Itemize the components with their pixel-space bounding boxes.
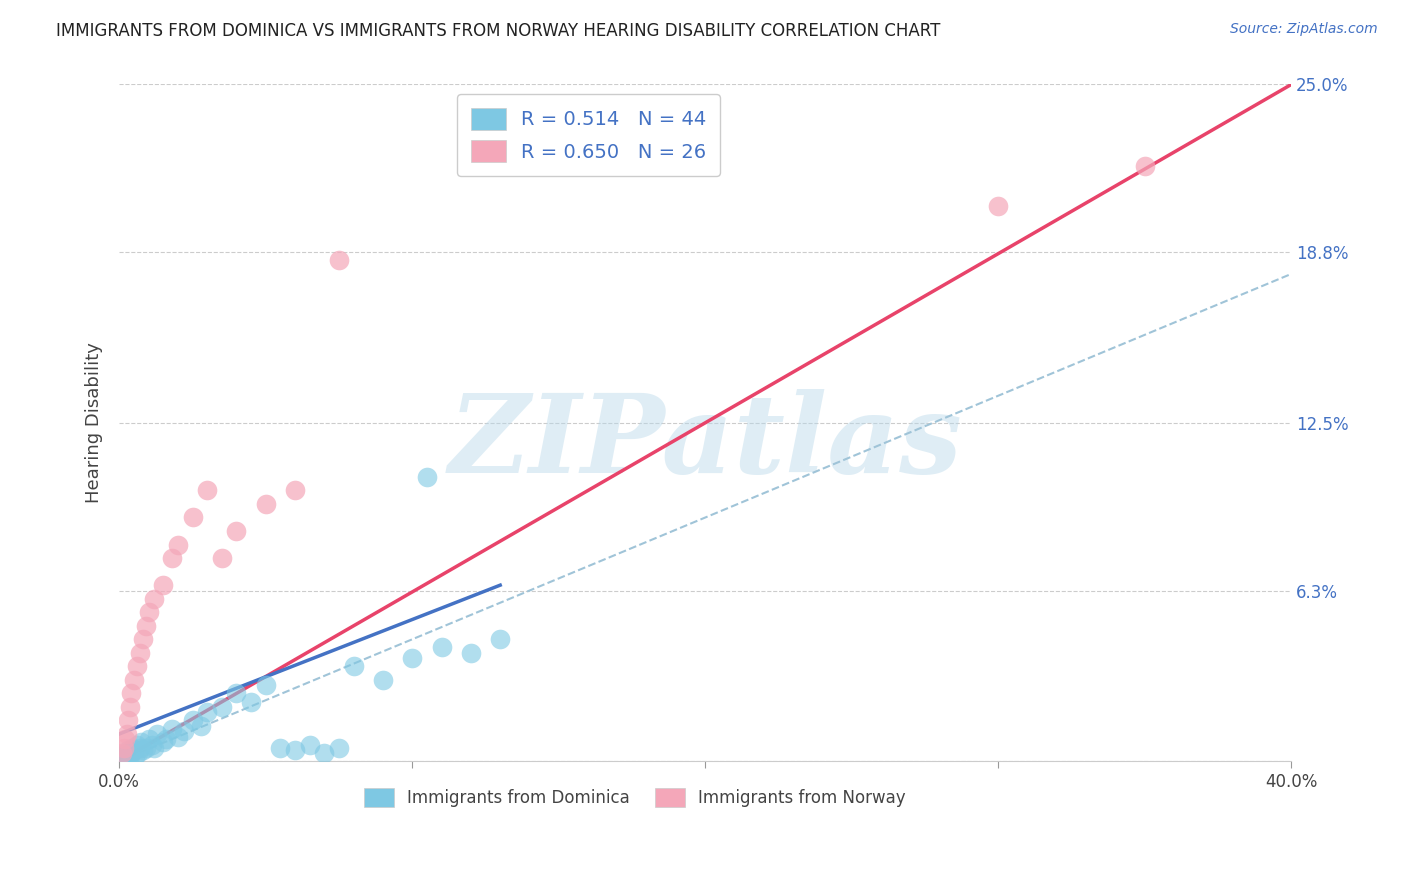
Point bbox=[254, 678, 277, 692]
Point bbox=[181, 510, 204, 524]
Point bbox=[152, 578, 174, 592]
Legend: Immigrants from Dominica, Immigrants from Norway: Immigrants from Dominica, Immigrants fro… bbox=[357, 781, 912, 814]
Point bbox=[254, 497, 277, 511]
Point bbox=[160, 551, 183, 566]
Point bbox=[155, 732, 177, 747]
Text: IMMIGRANTS FROM DOMINICA VS IMMIGRANTS FROM NORWAY HEARING DISABILITY CORRELATIO: IMMIGRANTS FROM DOMINICA VS IMMIGRANTS F… bbox=[56, 22, 941, 40]
Point bbox=[125, 659, 148, 673]
Point bbox=[152, 735, 174, 749]
Point bbox=[269, 740, 291, 755]
Point bbox=[160, 722, 183, 736]
Point bbox=[127, 746, 149, 760]
Point bbox=[124, 748, 146, 763]
Point bbox=[328, 740, 350, 755]
Point bbox=[343, 659, 366, 673]
Point bbox=[120, 746, 142, 760]
Point bbox=[120, 686, 142, 700]
Point bbox=[328, 253, 350, 268]
Point bbox=[138, 732, 160, 747]
Point bbox=[111, 748, 134, 763]
Point bbox=[173, 724, 195, 739]
Y-axis label: Hearing Disability: Hearing Disability bbox=[86, 343, 103, 503]
Point bbox=[115, 727, 138, 741]
Point bbox=[195, 706, 218, 720]
Point bbox=[138, 605, 160, 619]
Point bbox=[128, 646, 150, 660]
Point bbox=[460, 646, 482, 660]
Point bbox=[132, 632, 155, 647]
Point bbox=[118, 748, 141, 763]
Point bbox=[211, 700, 233, 714]
Point bbox=[132, 743, 155, 757]
Point bbox=[122, 743, 145, 757]
Point bbox=[225, 686, 247, 700]
Point bbox=[112, 751, 135, 765]
Point bbox=[167, 730, 190, 744]
Point bbox=[118, 700, 141, 714]
Point bbox=[117, 714, 139, 728]
Point bbox=[112, 740, 135, 755]
Point bbox=[240, 694, 263, 708]
Point bbox=[371, 673, 394, 687]
Point bbox=[122, 673, 145, 687]
Text: Source: ZipAtlas.com: Source: ZipAtlas.com bbox=[1230, 22, 1378, 37]
Point bbox=[416, 470, 439, 484]
Point bbox=[430, 640, 453, 655]
Point bbox=[314, 746, 336, 760]
Point bbox=[129, 735, 152, 749]
Point bbox=[114, 746, 136, 760]
Point bbox=[117, 743, 139, 757]
Point bbox=[489, 632, 512, 647]
Point bbox=[111, 746, 134, 760]
Point bbox=[284, 483, 307, 498]
Point bbox=[114, 732, 136, 747]
Text: ZIPatlas: ZIPatlas bbox=[449, 389, 962, 497]
Point bbox=[298, 738, 321, 752]
Point bbox=[115, 750, 138, 764]
Point bbox=[121, 740, 143, 755]
Point bbox=[211, 551, 233, 566]
Point bbox=[195, 483, 218, 498]
Point bbox=[167, 537, 190, 551]
Point bbox=[135, 619, 157, 633]
Point bbox=[125, 738, 148, 752]
Point bbox=[143, 740, 166, 755]
Point bbox=[141, 738, 163, 752]
Point bbox=[135, 740, 157, 755]
Point bbox=[225, 524, 247, 538]
Point bbox=[143, 591, 166, 606]
Point bbox=[146, 727, 169, 741]
Point bbox=[181, 714, 204, 728]
Point bbox=[1133, 159, 1156, 173]
Point bbox=[284, 743, 307, 757]
Point bbox=[128, 740, 150, 755]
Point bbox=[190, 719, 212, 733]
Point bbox=[401, 651, 423, 665]
Point bbox=[987, 199, 1010, 213]
